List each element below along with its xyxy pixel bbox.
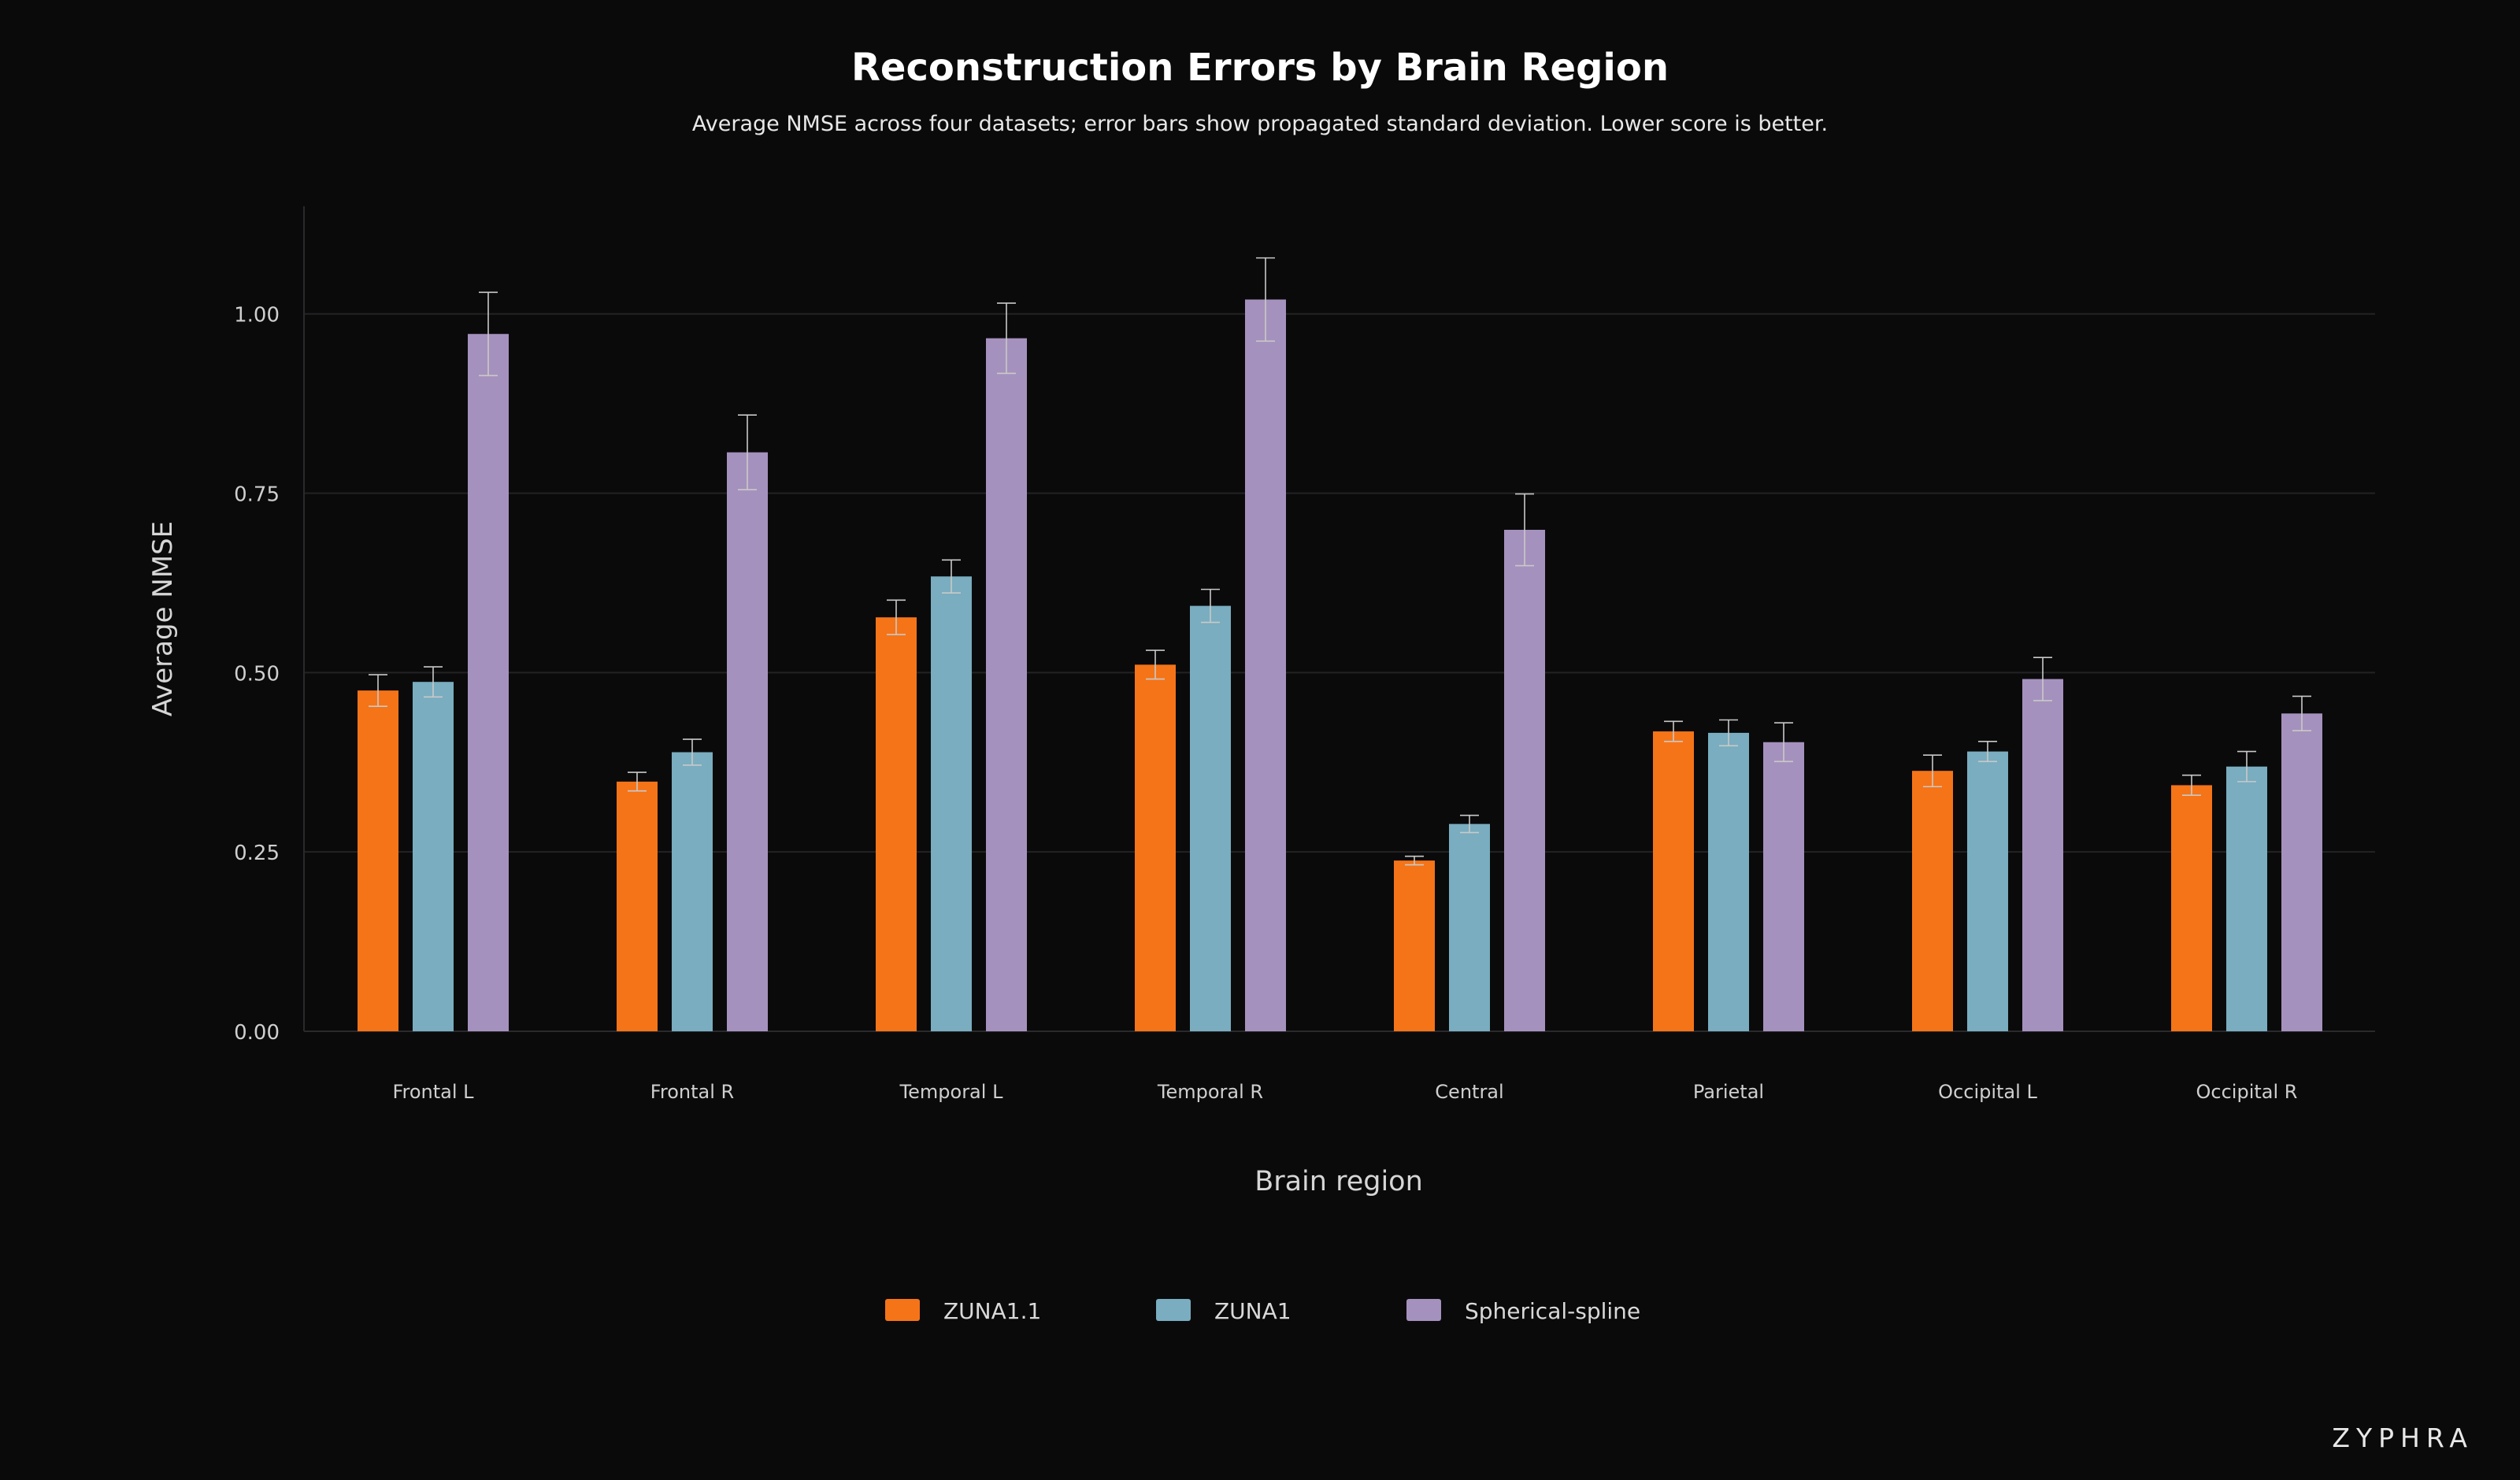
bar <box>413 682 454 1031</box>
y-tick-label: 0.00 <box>234 1021 280 1045</box>
legend-label: ZUNA1.1 <box>943 1298 1041 1324</box>
bar <box>672 752 713 1031</box>
bar <box>1245 299 1286 1031</box>
error-bar <box>369 674 387 707</box>
legend-label: ZUNA1 <box>1214 1298 1292 1324</box>
error-bar <box>887 599 906 635</box>
bar <box>1763 742 1804 1031</box>
error-bar <box>424 666 443 698</box>
bar <box>1190 605 1231 1031</box>
legend: ZUNA1.1 ZUNA1 Spherical-spline <box>885 1298 1640 1324</box>
error-bar <box>997 302 1016 375</box>
error-bar <box>1405 855 1424 866</box>
error-bar <box>1256 257 1275 342</box>
error-bar <box>1923 754 1942 788</box>
error-bar <box>1978 741 1997 763</box>
y-tick-label: 0.75 <box>234 483 280 507</box>
error-bar <box>1774 722 1793 763</box>
bar <box>1394 860 1435 1031</box>
chart-subtitle: Average NMSE across four datasets; error… <box>692 112 1828 136</box>
x-tick-label: Frontal L <box>392 1081 474 1103</box>
bar <box>2171 785 2212 1031</box>
error-bars <box>369 257 2311 866</box>
bar <box>1504 529 1545 1031</box>
error-bar <box>1515 493 1534 567</box>
bar <box>1449 823 1490 1031</box>
x-tick-label: Temporal L <box>899 1081 1004 1103</box>
brand-logo: ZYPHRA <box>2332 1423 2474 1453</box>
bar <box>468 334 509 1032</box>
error-bar <box>1719 719 1738 747</box>
x-tick-label: Temporal R <box>1157 1081 1263 1103</box>
x-tick-label: Occipital R <box>2196 1081 2298 1103</box>
error-bar <box>2033 657 2052 701</box>
x-tick-label: Frontal R <box>650 1081 734 1103</box>
error-bar <box>683 738 702 766</box>
bar <box>986 338 1027 1031</box>
bar <box>617 781 658 1031</box>
y-axis-label: Average NMSE <box>147 521 179 716</box>
error-bar <box>1146 649 1165 680</box>
bar <box>931 576 972 1031</box>
error-bar <box>738 414 757 490</box>
bar <box>1967 751 2008 1031</box>
error-bar <box>942 559 961 594</box>
legend-label: Spherical-spline <box>1465 1298 1640 1324</box>
bar <box>2281 713 2322 1031</box>
legend-swatch <box>1406 1299 1441 1321</box>
legend-swatch <box>1156 1299 1191 1321</box>
x-tick-labels: Frontal L Frontal R Temporal L Temporal R Ce… <box>392 1081 2297 1103</box>
bar <box>727 452 768 1031</box>
y-tick-label: 0.25 <box>234 842 280 865</box>
bar <box>1912 771 1953 1031</box>
x-tick-label: Central <box>1435 1081 1503 1103</box>
bars <box>358 299 2322 1032</box>
error-bar <box>628 771 647 792</box>
chart-title: Reconstruction Errors by Brain Region <box>851 46 1669 90</box>
bar <box>876 617 917 1031</box>
y-tick-labels: 0.00 0.25 0.50 0.75 1.00 <box>234 304 280 1045</box>
bar <box>2226 766 2267 1031</box>
error-bar <box>1664 720 1683 742</box>
y-tick-label: 1.00 <box>234 304 280 327</box>
error-bar <box>1201 588 1220 623</box>
legend-item: ZUNA1.1 <box>885 1298 1041 1324</box>
bar <box>2022 679 2063 1031</box>
y-tick-label: 0.50 <box>234 662 280 686</box>
legend-item: ZUNA1 <box>1156 1298 1292 1324</box>
bar <box>1653 731 1694 1031</box>
bar <box>358 690 398 1031</box>
x-axis-label: Brain region <box>1254 1166 1423 1197</box>
x-tick-label: Parietal <box>1693 1081 1764 1103</box>
error-bar <box>2292 695 2311 731</box>
bar <box>1135 664 1176 1031</box>
error-bar <box>1460 814 1479 834</box>
x-tick-label: Occipital L <box>1938 1081 2037 1103</box>
bar <box>1708 732 1749 1031</box>
error-bar <box>2182 774 2201 796</box>
legend-item: Spherical-spline <box>1406 1298 1640 1324</box>
legend-swatch <box>885 1299 920 1321</box>
error-bar <box>479 291 498 376</box>
error-bar <box>2237 750 2256 783</box>
